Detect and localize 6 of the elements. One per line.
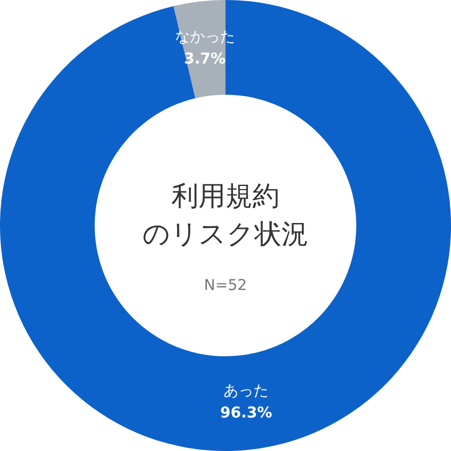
text: 利用規約 <box>170 180 280 214</box>
data-label: 96.3% <box>220 403 272 422</box>
text: のリスク状況 <box>142 218 310 252</box>
data-label: 3.7% <box>184 49 226 68</box>
text: N=52 <box>203 276 248 294</box>
slice-label: あった <box>224 381 269 400</box>
